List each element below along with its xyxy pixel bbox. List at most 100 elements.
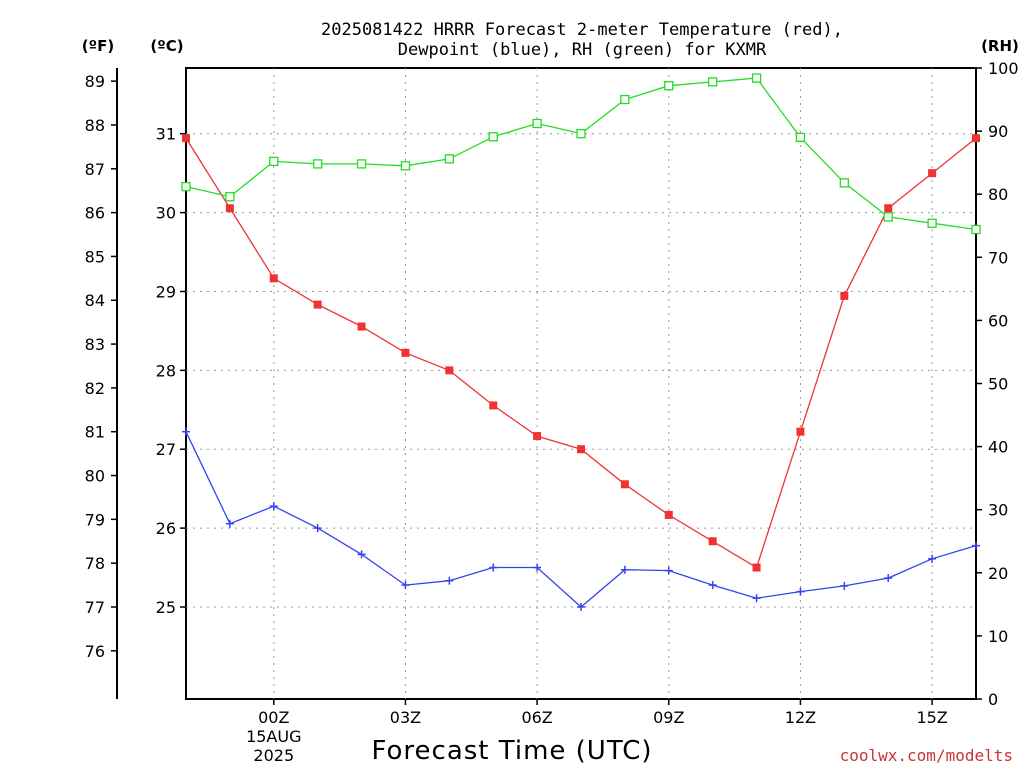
temperature-point [928, 169, 937, 178]
fahrenheit-tick-label: 84 [85, 291, 105, 310]
dewpoint-point [225, 519, 234, 528]
dewpoint-point [489, 563, 498, 572]
x-tick-label: 06Z [521, 708, 552, 727]
x-date-label: 2025 [253, 746, 294, 765]
dewpoint-point [269, 502, 278, 511]
dewpoint-point [884, 574, 893, 583]
fahrenheit-tick-label: 79 [85, 510, 105, 529]
temperature-point [445, 366, 454, 375]
rh-point [181, 181, 191, 192]
x-tick-label: 15Z [916, 708, 947, 727]
rh-point [708, 77, 718, 87]
temperature-point [972, 134, 980, 143]
x-tick-label: 03Z [390, 708, 421, 727]
dewpoint-point [401, 581, 410, 590]
rh-point [488, 132, 498, 142]
fahrenheit-tick-label: 89 [85, 72, 105, 91]
rh-tick-label: 70 [988, 248, 1008, 267]
temperature-point [401, 348, 410, 357]
celsius-tick-label: 31 [156, 125, 176, 144]
dewpoint-point [313, 524, 322, 533]
temperature-point [489, 401, 498, 410]
temperature-point [752, 563, 761, 572]
dewpoint-point [664, 566, 673, 575]
dewpoint-point [182, 427, 190, 436]
data-series [181, 73, 981, 611]
x-date-label: 15AUG [246, 727, 301, 746]
temperature-point [269, 274, 278, 283]
rh-point [400, 161, 411, 171]
rh-tick-label: 90 [988, 122, 1008, 141]
temperature-point [664, 510, 673, 519]
rh-tick-label: 30 [988, 501, 1008, 520]
rh-tick-label: 10 [988, 627, 1008, 646]
celsius-tick-label: 26 [156, 519, 176, 538]
rh-point [313, 159, 323, 169]
dewpoint-point [708, 581, 717, 590]
celsius-unit-label: (ºC) [150, 37, 183, 55]
x-axis-label: Forecast Time (UTC) [371, 736, 652, 766]
rh-tick-label: 40 [988, 438, 1008, 457]
rh-point [620, 94, 630, 105]
rh-tick-label: 60 [988, 311, 1008, 330]
plot-area [185, 67, 977, 700]
rh-point [576, 128, 586, 139]
x-tick-label: 12Z [785, 708, 816, 727]
temperature-point [884, 204, 893, 213]
temperature-point [357, 322, 366, 331]
rh-point [356, 159, 367, 169]
dewpoint-point [577, 602, 585, 611]
dewpoint-point [445, 576, 454, 585]
celsius-tick-label: 30 [156, 204, 176, 223]
temperature-point [313, 300, 322, 309]
dewpoint-point [357, 550, 366, 559]
rh-point [664, 81, 674, 91]
celsius-tick-label: 25 [156, 598, 176, 617]
fahrenheit-tick-label: 77 [85, 598, 105, 617]
temperature-point [796, 427, 805, 436]
fahrenheit-tick-label: 78 [85, 554, 105, 573]
celsius-tick-label: 29 [156, 282, 176, 301]
dewpoint-point [796, 587, 805, 596]
fahrenheit-tick-label: 76 [85, 642, 105, 661]
dewpoint-point [620, 565, 629, 574]
rh-point [883, 212, 893, 222]
dewpoint-point [972, 541, 980, 550]
fahrenheit-tick-label: 88 [85, 116, 105, 135]
rh-tick-label: 50 [988, 375, 1008, 394]
chart-title-line-2: Dewpoint (blue), RH (green) for KXMR [398, 40, 767, 60]
fahrenheit-tick-label: 81 [85, 423, 105, 442]
fahrenheit-tick-label: 87 [85, 160, 105, 179]
dewpoint-point [752, 594, 761, 603]
rh-point [532, 118, 542, 129]
temperature-point [533, 432, 542, 441]
fahrenheit-tick-label: 85 [85, 247, 105, 266]
fahrenheit-tick-label: 86 [85, 204, 105, 223]
temperature-point [577, 445, 585, 454]
dewpoint-point [928, 554, 937, 563]
rh-point [751, 73, 762, 83]
rh-point [225, 192, 235, 202]
rh-unit-label: (RH) [981, 37, 1019, 55]
rh-point [269, 156, 279, 167]
rh-tick-label: 80 [988, 185, 1008, 204]
fahrenheit-unit-label: (ºF) [82, 37, 114, 55]
rh-point [444, 154, 454, 164]
fahrenheit-tick-label: 82 [85, 379, 105, 398]
x-tick-label: 09Z [653, 708, 684, 727]
dewpoint-point [840, 581, 849, 590]
chart-title-line-1: 2025081422 HRRR Forecast 2-meter Tempera… [321, 20, 843, 40]
temperature-point [225, 204, 234, 213]
temperature-point [840, 291, 849, 300]
rh-point [927, 218, 937, 228]
fahrenheit-tick-label: 83 [85, 335, 105, 354]
temperature-point [182, 134, 190, 143]
temperature-point [708, 537, 717, 546]
celsius-tick-label: 27 [156, 440, 176, 459]
temperature-point [620, 480, 629, 489]
fahrenheit-tick-label: 80 [85, 467, 105, 486]
rh-point [971, 224, 981, 235]
rh-tick-label: 0 [988, 690, 998, 709]
x-tick-label: 00Z [258, 708, 289, 727]
